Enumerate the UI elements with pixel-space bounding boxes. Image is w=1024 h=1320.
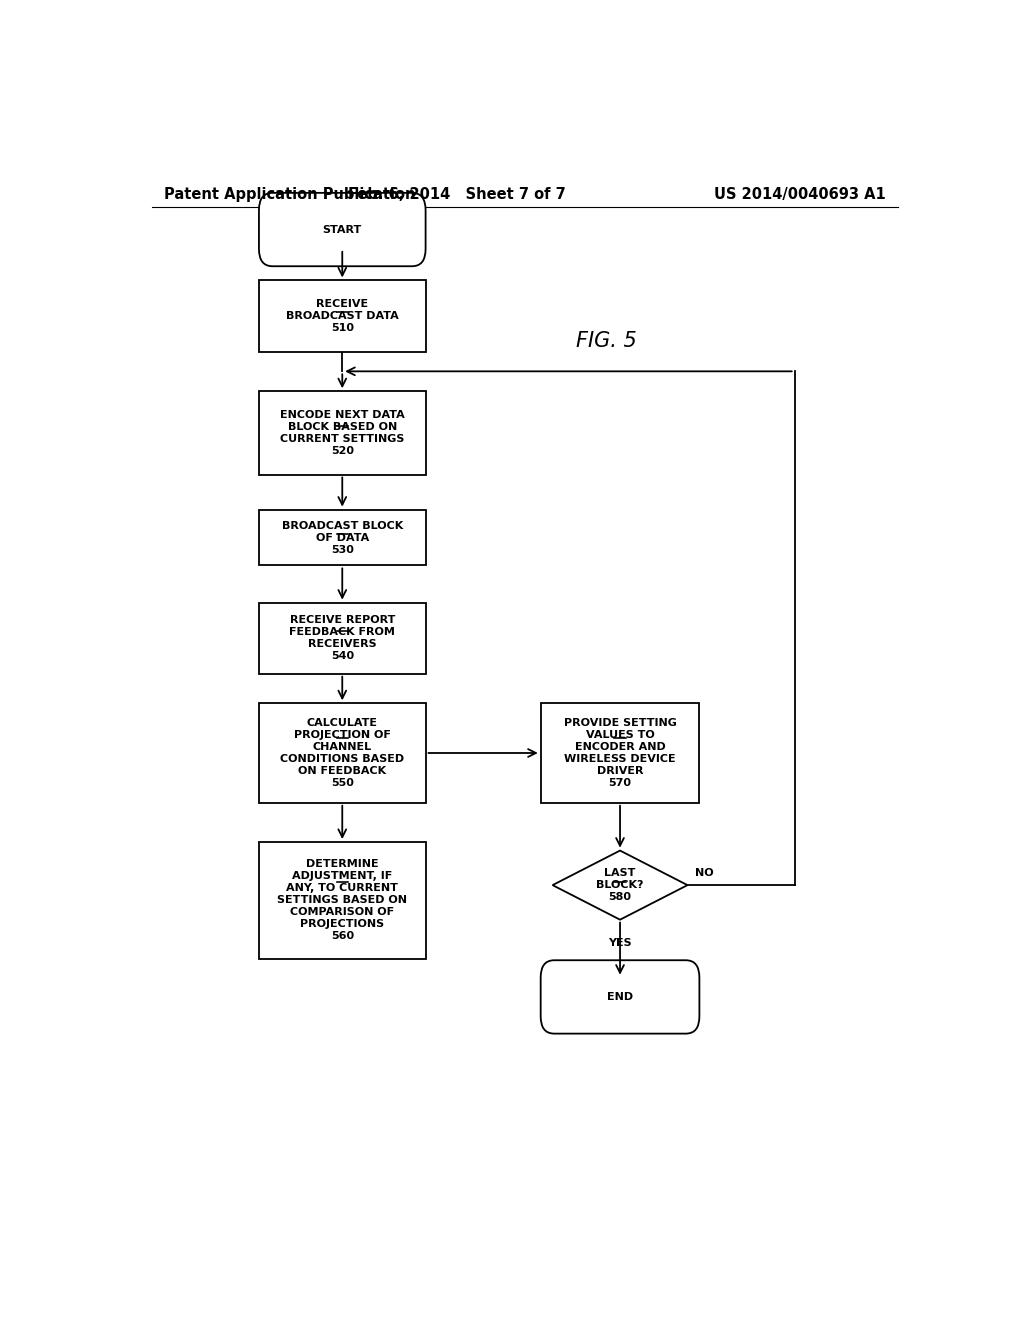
- FancyBboxPatch shape: [259, 704, 426, 803]
- FancyBboxPatch shape: [259, 280, 426, 351]
- Text: YES: YES: [608, 939, 632, 948]
- Text: NO: NO: [695, 869, 714, 878]
- FancyBboxPatch shape: [541, 704, 699, 803]
- Text: Feb. 6, 2014   Sheet 7 of 7: Feb. 6, 2014 Sheet 7 of 7: [348, 187, 566, 202]
- FancyBboxPatch shape: [259, 193, 426, 267]
- FancyBboxPatch shape: [541, 960, 699, 1034]
- FancyBboxPatch shape: [259, 602, 426, 673]
- Text: END: END: [607, 991, 633, 1002]
- Text: CALCULATE
PROJECTION OF
CHANNEL
CONDITIONS BASED
ON FEEDBACK
550: CALCULATE PROJECTION OF CHANNEL CONDITIO…: [281, 718, 404, 788]
- Text: DETERMINE
ADJUSTMENT, IF
ANY, TO CURRENT
SETTINGS BASED ON
COMPARISON OF
PROJECT: DETERMINE ADJUSTMENT, IF ANY, TO CURRENT…: [278, 859, 408, 941]
- Text: RECEIVE REPORT
FEEDBACK FROM
RECEIVERS
540: RECEIVE REPORT FEEDBACK FROM RECEIVERS 5…: [290, 615, 395, 661]
- Text: BROADCAST BLOCK
OF DATA
530: BROADCAST BLOCK OF DATA 530: [282, 520, 402, 554]
- Text: START: START: [323, 224, 361, 235]
- Text: LAST
BLOCK?
580: LAST BLOCK? 580: [596, 869, 644, 902]
- Text: US 2014/0040693 A1: US 2014/0040693 A1: [714, 187, 886, 202]
- Text: ENCODE NEXT DATA
BLOCK BASED ON
CURRENT SETTINGS
520: ENCODE NEXT DATA BLOCK BASED ON CURRENT …: [280, 409, 404, 455]
- FancyBboxPatch shape: [259, 391, 426, 474]
- Polygon shape: [553, 850, 687, 920]
- Text: FIG. 5: FIG. 5: [577, 331, 637, 351]
- Text: PROVIDE SETTING
VALUES TO
ENCODER AND
WIRELESS DEVICE
DRIVER
570: PROVIDE SETTING VALUES TO ENCODER AND WI…: [563, 718, 677, 788]
- Text: Patent Application Publication: Patent Application Publication: [164, 187, 415, 202]
- Text: RECEIVE
BROADCAST DATA
510: RECEIVE BROADCAST DATA 510: [286, 298, 398, 333]
- FancyBboxPatch shape: [259, 842, 426, 958]
- FancyBboxPatch shape: [259, 510, 426, 565]
